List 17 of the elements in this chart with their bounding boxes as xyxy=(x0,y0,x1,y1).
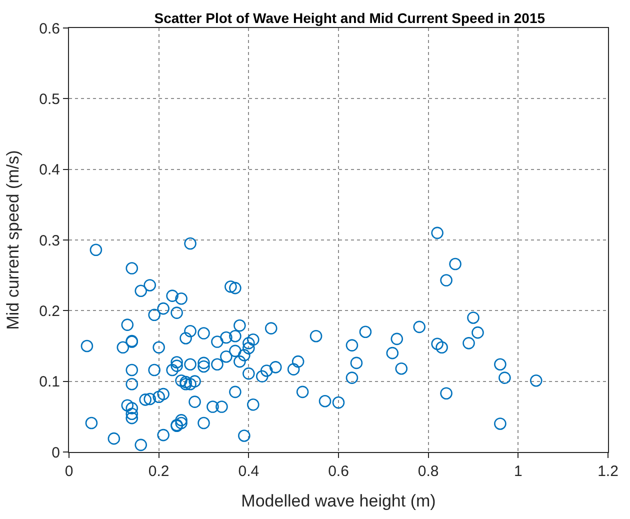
y-axis-title: Mid current speed (m/s) xyxy=(4,150,23,330)
chart-title: Scatter Plot of Wave Height and Mid Current Speed in 2015 xyxy=(154,10,546,26)
x-tick-label: 1 xyxy=(514,463,522,480)
x-axis-title: Modelled wave height (m) xyxy=(241,491,436,510)
x-tick-label: 0.2 xyxy=(148,463,170,480)
y-tick-label: 0.6 xyxy=(39,20,60,38)
y-tick-label: 0.1 xyxy=(39,374,60,391)
y-tick-label: 0.5 xyxy=(39,90,60,108)
x-tick-label: 0.4 xyxy=(238,463,260,480)
y-tick-label: 0.3 xyxy=(39,232,60,250)
x-tick-label: 0 xyxy=(64,463,74,480)
x-tick-label: 0.6 xyxy=(328,463,349,480)
y-tick-label: 0.2 xyxy=(39,302,60,320)
x-tick-label: 1.2 xyxy=(598,463,618,480)
y-tick-label: 0 xyxy=(52,444,60,462)
x-tick-label: 0.8 xyxy=(418,463,439,480)
y-tick-label: 0.4 xyxy=(39,162,60,179)
